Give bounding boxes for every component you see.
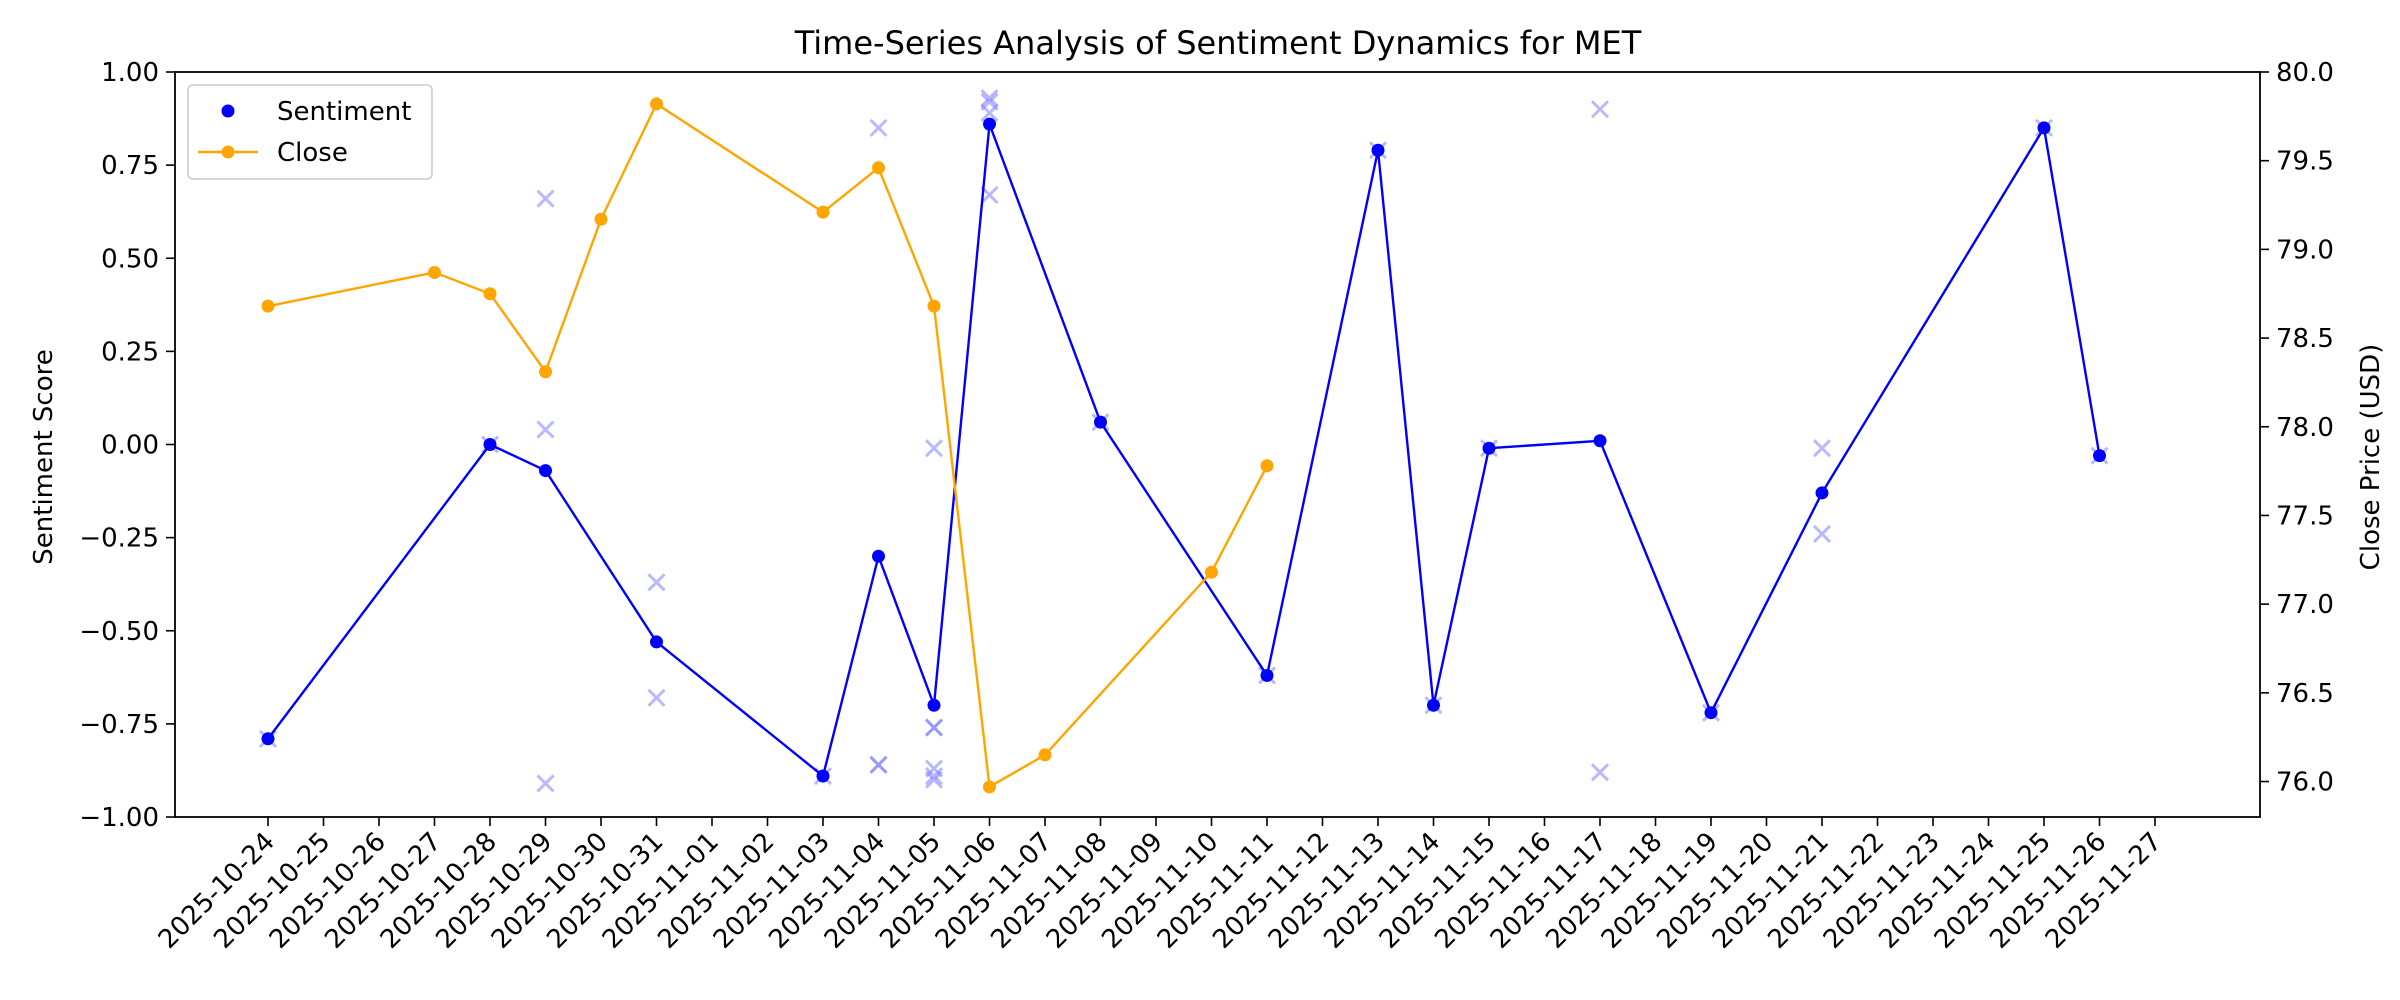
- y-tick-label: 0.50: [101, 244, 159, 274]
- x-marker-stroke: [980, 103, 999, 123]
- sentiment-point: [1427, 698, 1440, 712]
- chart-title: Time-Series Analysis of Sentiment Dynami…: [794, 24, 1642, 62]
- plot-frame: [174, 71, 2261, 818]
- close-point: [650, 97, 663, 111]
- sentiment-point: [983, 117, 996, 131]
- y2-tick-label: 78.5: [2276, 324, 2334, 354]
- individual-score-marker: [536, 420, 555, 439]
- legend-close-marker: [221, 145, 235, 159]
- individual-score-marker: [924, 718, 944, 737]
- y2-tick-label: 78.0: [2276, 413, 2334, 443]
- x-marker-stroke: [869, 118, 888, 137]
- close-point: [816, 205, 830, 219]
- y2-tick-label: 77.0: [2276, 590, 2334, 620]
- x-marker-stroke: [924, 439, 944, 458]
- individual-score-marker: [980, 89, 999, 108]
- close-point: [927, 299, 941, 313]
- y2-tick-label: 79.0: [2276, 235, 2334, 265]
- close-point: [261, 299, 275, 313]
- legend-close-label: Close: [277, 138, 348, 168]
- x-marker-stroke: [1812, 524, 1832, 543]
- x-marker-stroke: [924, 766, 944, 786]
- individual-score-marker: [924, 439, 944, 458]
- y2-tick-label: 76.5: [2276, 679, 2334, 709]
- individual-score-marker: [1812, 524, 1832, 543]
- individual-score-marker: [924, 770, 944, 789]
- sentiment-line: [267, 122, 2101, 778]
- x-marker-stroke: [647, 688, 666, 707]
- individual-score-marker: [536, 189, 555, 208]
- y-tick-label: 0.75: [101, 151, 159, 181]
- sentiment-point: [2093, 449, 2106, 463]
- close-point: [483, 287, 497, 301]
- x-marker-stroke: [869, 755, 888, 774]
- sentiment-point: [483, 438, 497, 451]
- close-point: [1205, 565, 1218, 579]
- close-point: [539, 365, 552, 379]
- close-point: [872, 161, 885, 175]
- x-marker-stroke: [1812, 439, 1832, 458]
- sentiment-point: [1260, 668, 1274, 682]
- sentiment-point: [927, 698, 941, 712]
- close-point: [594, 212, 608, 226]
- x-marker-stroke: [980, 89, 999, 108]
- individual-score-marker: [869, 118, 888, 137]
- sentiment-point: [539, 464, 552, 478]
- y-tick-label: −0.50: [79, 617, 159, 647]
- y-tick-label: −0.25: [79, 524, 159, 554]
- sentiment-point: [1371, 143, 1385, 157]
- y2-tick-label: 80.0: [2276, 58, 2334, 88]
- sentiment-point: [1482, 441, 1496, 455]
- sentiment-point: [1815, 486, 1829, 500]
- sentiment-point: [2037, 121, 2051, 135]
- x-marker-stroke: [647, 573, 666, 592]
- close-point: [983, 780, 996, 794]
- legend-box: [187, 84, 433, 180]
- plot-area: −1.00 −0.75 −0.50 −0.25 0.00 0.25 0.50 0.75 1.00…: [79, 58, 2334, 955]
- individual-score-marker: [647, 573, 666, 592]
- individual-score-marker: [536, 774, 555, 793]
- individual-score-marker: [980, 103, 999, 123]
- close-point: [1038, 748, 1052, 762]
- individual-score-marker: [1812, 439, 1832, 458]
- x-marker-stroke: [980, 185, 999, 204]
- y2-tick-label: 79.5: [2276, 147, 2334, 177]
- close-point: [428, 265, 441, 279]
- sentiment-point: [261, 732, 275, 746]
- x-marker-stroke: [536, 774, 555, 793]
- x-marker-stroke: [1590, 100, 1610, 119]
- y-tick-label: −1.00: [79, 803, 159, 833]
- sentiment-point: [816, 769, 830, 783]
- individual-score-marker: [1590, 763, 1610, 782]
- y-tick-label: 0.25: [101, 337, 159, 367]
- individual-score-marker: [647, 688, 666, 707]
- y-tick-label: −0.75: [79, 710, 159, 740]
- y2-axis-title: Close Price (USD): [2356, 344, 2386, 571]
- x-marker-stroke: [536, 189, 555, 208]
- sentiment-point: [1094, 415, 1107, 429]
- individual-score-marker: [924, 766, 944, 786]
- sentiment-point: [1704, 706, 1718, 720]
- sentiment-point: [650, 635, 663, 649]
- y2-tick-label: 76.0: [2276, 768, 2334, 798]
- y-tick-label: 1.00: [101, 58, 159, 88]
- x-marker-stroke: [924, 718, 944, 737]
- close-point: [1260, 459, 1274, 473]
- x-marker-stroke: [924, 770, 944, 789]
- individual-score-marker: [869, 755, 888, 774]
- sentiment-point: [1593, 434, 1607, 448]
- legend-sentiment-marker: [221, 104, 235, 118]
- individual-score-marker: [1590, 100, 1610, 119]
- legend: Sentiment Close: [187, 84, 433, 180]
- sentiment-point: [872, 549, 885, 563]
- x-marker-stroke: [1590, 763, 1610, 782]
- x-marker-stroke: [536, 420, 555, 439]
- y2-tick-label: 77.5: [2276, 501, 2334, 531]
- y-axis-title: Sentiment Score: [29, 349, 59, 564]
- legend-sentiment-label: Sentiment: [277, 97, 411, 127]
- y-tick-label: 0.00: [101, 431, 159, 461]
